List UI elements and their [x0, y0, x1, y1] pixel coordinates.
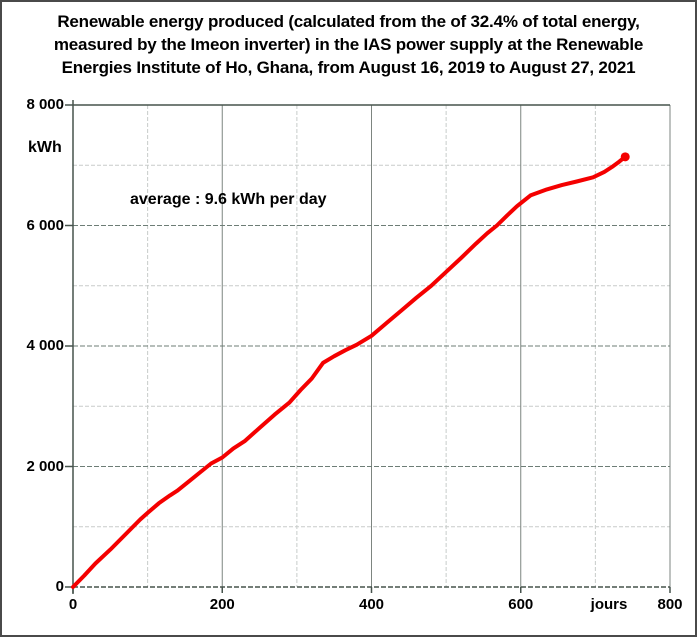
- chart-title-line: Renewable energy produced (calculated fr…: [57, 12, 640, 31]
- x-tick-label: 600: [508, 596, 534, 613]
- average-annotation: average : 9.6 kWh per day: [130, 191, 327, 208]
- x-tick-label: 400: [358, 596, 385, 613]
- x-axis-unit-label: jours: [590, 596, 628, 613]
- y-tick-label: 2 000: [26, 457, 64, 475]
- y-tick-label: 8 000: [26, 96, 64, 113]
- chart-title: Renewable energy produced (calculated fr…: [2, 10, 695, 79]
- y-axis-unit-label: kWh: [28, 139, 62, 156]
- x-tick-label: 0: [68, 596, 78, 613]
- y-tick-label: 6 000: [26, 216, 64, 234]
- x-tick-label: 200: [209, 596, 235, 613]
- chart-title-line: Energies Institute of Ho, Ghana, from Au…: [61, 58, 636, 77]
- y-tick-label: 0: [55, 578, 64, 595]
- y-tick-label: 4 000: [26, 337, 64, 354]
- curve-end-marker: [620, 152, 630, 162]
- energy-curve: [71, 154, 628, 589]
- chart-title-line: measured by the Imeon inverter) in the I…: [53, 35, 644, 54]
- x-tick-label: 800: [657, 596, 683, 613]
